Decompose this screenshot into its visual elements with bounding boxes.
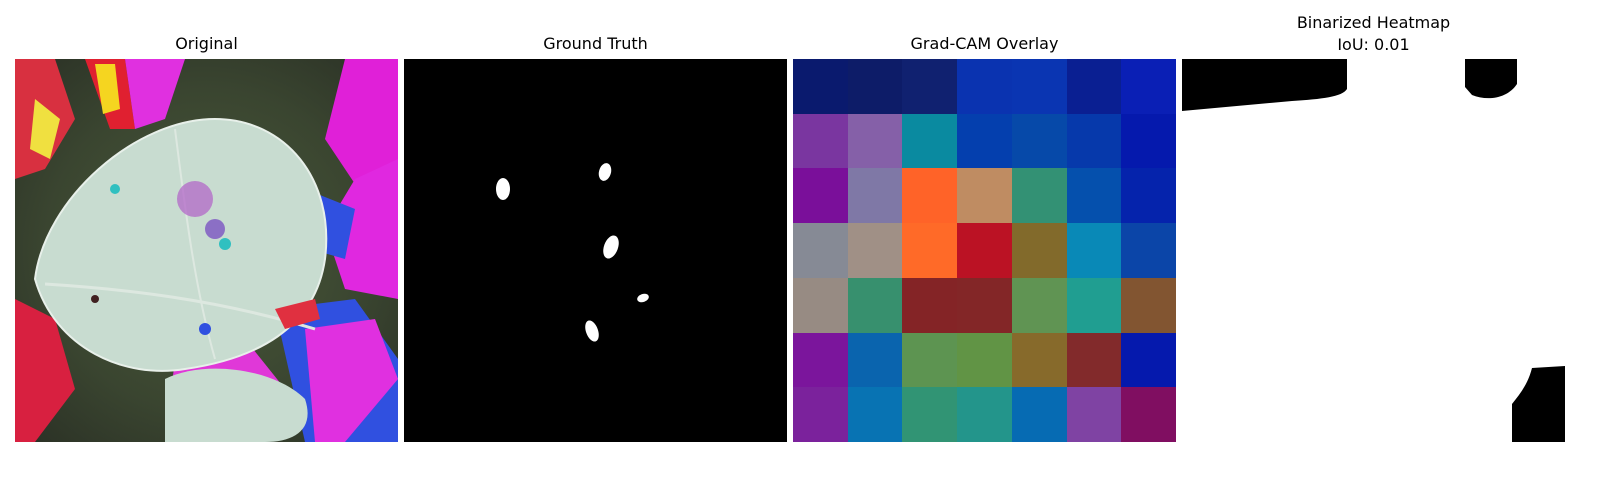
heatmap-cell	[1066, 387, 1122, 442]
heatmap-cell	[957, 223, 1012, 278]
heatmap-cell	[902, 387, 958, 442]
heatmap-cell	[957, 387, 1012, 442]
heatmap-cell	[1011, 277, 1067, 333]
heatmap-cell	[793, 59, 848, 114]
heatmap-cell	[1066, 113, 1122, 169]
heatmap-cell	[1121, 277, 1176, 333]
original-image	[15, 59, 398, 442]
heatmap-cell	[1121, 332, 1176, 388]
heatmap-cell	[902, 59, 958, 114]
heatmap-cell	[793, 223, 848, 278]
heatmap-cell	[1121, 387, 1176, 442]
panel-title-ground-truth: Ground Truth	[543, 34, 648, 53]
heatmap-cell	[902, 332, 958, 388]
heatmap-cell	[1066, 277, 1122, 333]
heatmap-cell	[793, 387, 848, 442]
heatmap-cell	[1066, 59, 1122, 114]
heatmap-cell	[1011, 332, 1067, 388]
heatmap-cell	[957, 277, 1012, 333]
heatmap-cell	[847, 59, 903, 114]
heatmap-cell	[902, 113, 958, 169]
heatmap-cell	[902, 168, 958, 224]
heatmap-cell	[902, 223, 958, 278]
gradcam-overlay	[793, 59, 1176, 442]
heatmap-cell	[1121, 168, 1176, 224]
heatmap-cell	[1121, 59, 1176, 114]
heatmap-cell	[957, 332, 1012, 388]
heatmap-cell	[793, 113, 848, 169]
panel-subtitle-iou: IoU: 0.01	[1337, 35, 1410, 54]
heatmap-cell	[1011, 113, 1067, 169]
heatmap-cell	[1121, 223, 1176, 278]
heatmap-cell	[1011, 387, 1067, 442]
heatmap-cell	[1011, 168, 1067, 224]
heatmap-cell	[847, 277, 903, 333]
heatmap-cell	[1066, 168, 1122, 224]
heatmap-cell	[1121, 113, 1176, 169]
heatmap-cell	[847, 113, 903, 169]
panel-title-original: Original	[175, 34, 238, 53]
heatmap-cell	[1066, 332, 1122, 388]
heatmap-cell	[902, 277, 958, 333]
heatmap-cell	[1011, 223, 1067, 278]
heatmap-cell	[847, 332, 903, 388]
heatmap-cell	[793, 332, 848, 388]
heatmap-cell	[847, 387, 903, 442]
heatmap-cell	[793, 168, 848, 224]
heatmap-cell	[793, 277, 848, 333]
panel-title-binarized-heatmap: Binarized Heatmap	[1296, 13, 1451, 32]
heatmap-cell	[957, 113, 1012, 169]
heatmap-cell	[847, 168, 903, 224]
binarized-heatmap	[1182, 59, 1565, 442]
panel-title-gradcam-overlay: Grad-CAM Overlay	[910, 34, 1059, 53]
heatmap-cell	[1066, 223, 1122, 278]
heatmap-cell	[957, 59, 1012, 114]
heatmap-cell	[847, 223, 903, 278]
heatmap-cell	[957, 168, 1012, 224]
heatmap-cell	[1011, 59, 1067, 114]
ground-truth-mask	[404, 59, 787, 442]
